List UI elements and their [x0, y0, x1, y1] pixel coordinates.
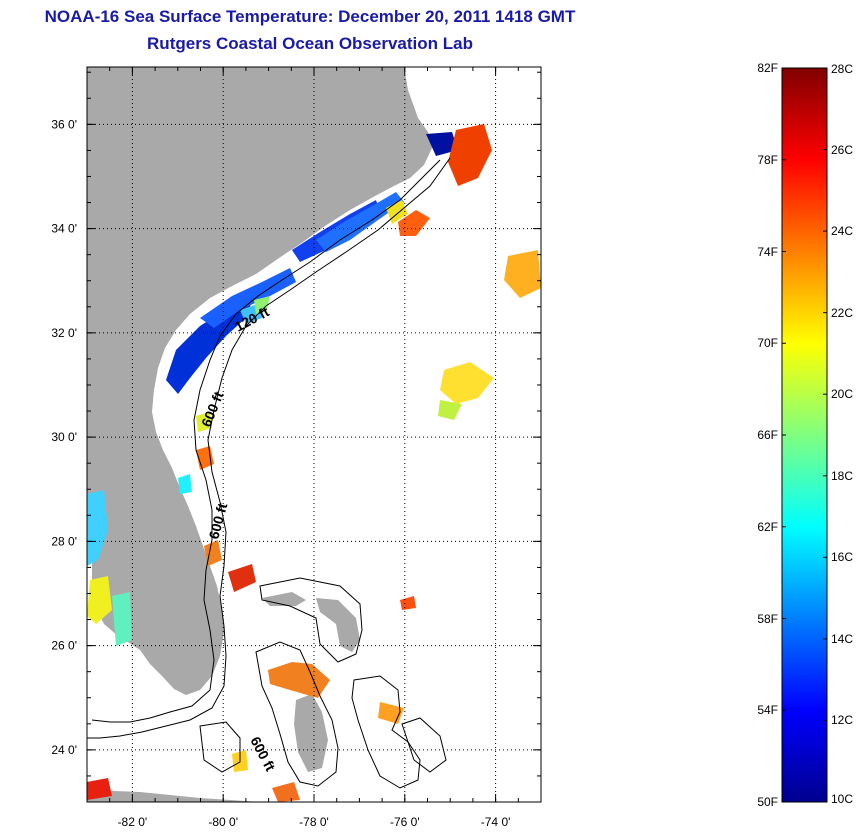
- colorbar-fahrenheit-label: 58F: [757, 611, 778, 626]
- colorbar-celsius-label: 14C: [831, 631, 854, 646]
- graticule: [87, 67, 541, 802]
- colorbar-fahrenheit-label: 66F: [757, 428, 778, 442]
- lat-tick-label: 32 0': [51, 326, 77, 340]
- lat-tick-label: 30 0': [51, 430, 77, 444]
- lon-tick-label: -82 0': [118, 815, 148, 829]
- colorbar-fahrenheit-label: 74F: [757, 244, 778, 259]
- colorbar-celsius-label: 24C: [831, 224, 854, 239]
- contour-label: 600 ft: [247, 734, 278, 774]
- map-title: NOAA-16 Sea Surface Temperature: Decembe…: [44, 7, 576, 26]
- colorbar-celsius-label: 18C: [831, 468, 854, 483]
- colorbar-fahrenheit-label: 62F: [757, 519, 778, 534]
- colorbar-ticks: [782, 67, 827, 803]
- colorbar-celsius-label: 10C: [831, 792, 854, 806]
- map-subtitle: Rutgers Coastal Ocean Observation Lab: [147, 34, 473, 53]
- contour-label: 600 ft: [205, 501, 230, 541]
- map-frame: [86, 66, 542, 803]
- land-cuba: [87, 790, 260, 802]
- contour-label: 600 ft: [198, 389, 227, 429]
- colorbar-celsius-label: 26C: [831, 142, 854, 157]
- lat-tick-label: 34 0': [51, 222, 77, 236]
- land-bahamas-abaco: [316, 598, 360, 652]
- colorbar-fahrenheit-label: 54F: [757, 703, 778, 718]
- colorbar-celsius-label: 12C: [831, 713, 854, 728]
- lon-tick-label: -80 0': [208, 815, 238, 829]
- lat-tick-label: 28 0': [51, 534, 77, 548]
- lon-tick-label: -78 0': [299, 815, 329, 829]
- colorbar-celsius-label: 22C: [831, 305, 854, 320]
- land-bahamas-andros: [294, 694, 328, 772]
- lon-tick-label: -74 0': [481, 815, 511, 829]
- colorbar-celsius-label: 20C: [831, 387, 854, 402]
- land-bahamas-grand: [262, 592, 306, 606]
- lat-tick-label: 26 0': [51, 639, 77, 653]
- colorbar: [781, 67, 828, 803]
- colorbar-fahrenheit-label: 50F: [757, 795, 778, 809]
- axis-tick-labels: -82 0' -80 0' -78 0' -76 0' -74 0' 36 0' 34 0'…: [51, 117, 510, 829]
- colorbar-fahrenheit-label: 70F: [757, 336, 778, 351]
- axis-ticks: [86, 67, 542, 803]
- isobath-contours: [87, 157, 451, 789]
- colorbar-celsius-label: 16C: [831, 550, 854, 565]
- colorbar-celsius-label: 28C: [831, 62, 854, 76]
- lat-tick-label: 36 0': [51, 117, 77, 131]
- colorbar-fahrenheit-label: 82F: [757, 61, 778, 75]
- sst-patches: [87, 124, 541, 802]
- land-mainland: [87, 67, 432, 695]
- lat-tick-label: 24 0': [51, 743, 77, 757]
- lon-tick-label: -76 0': [390, 815, 420, 829]
- colorbar-fahrenheit-label: 78F: [757, 152, 778, 167]
